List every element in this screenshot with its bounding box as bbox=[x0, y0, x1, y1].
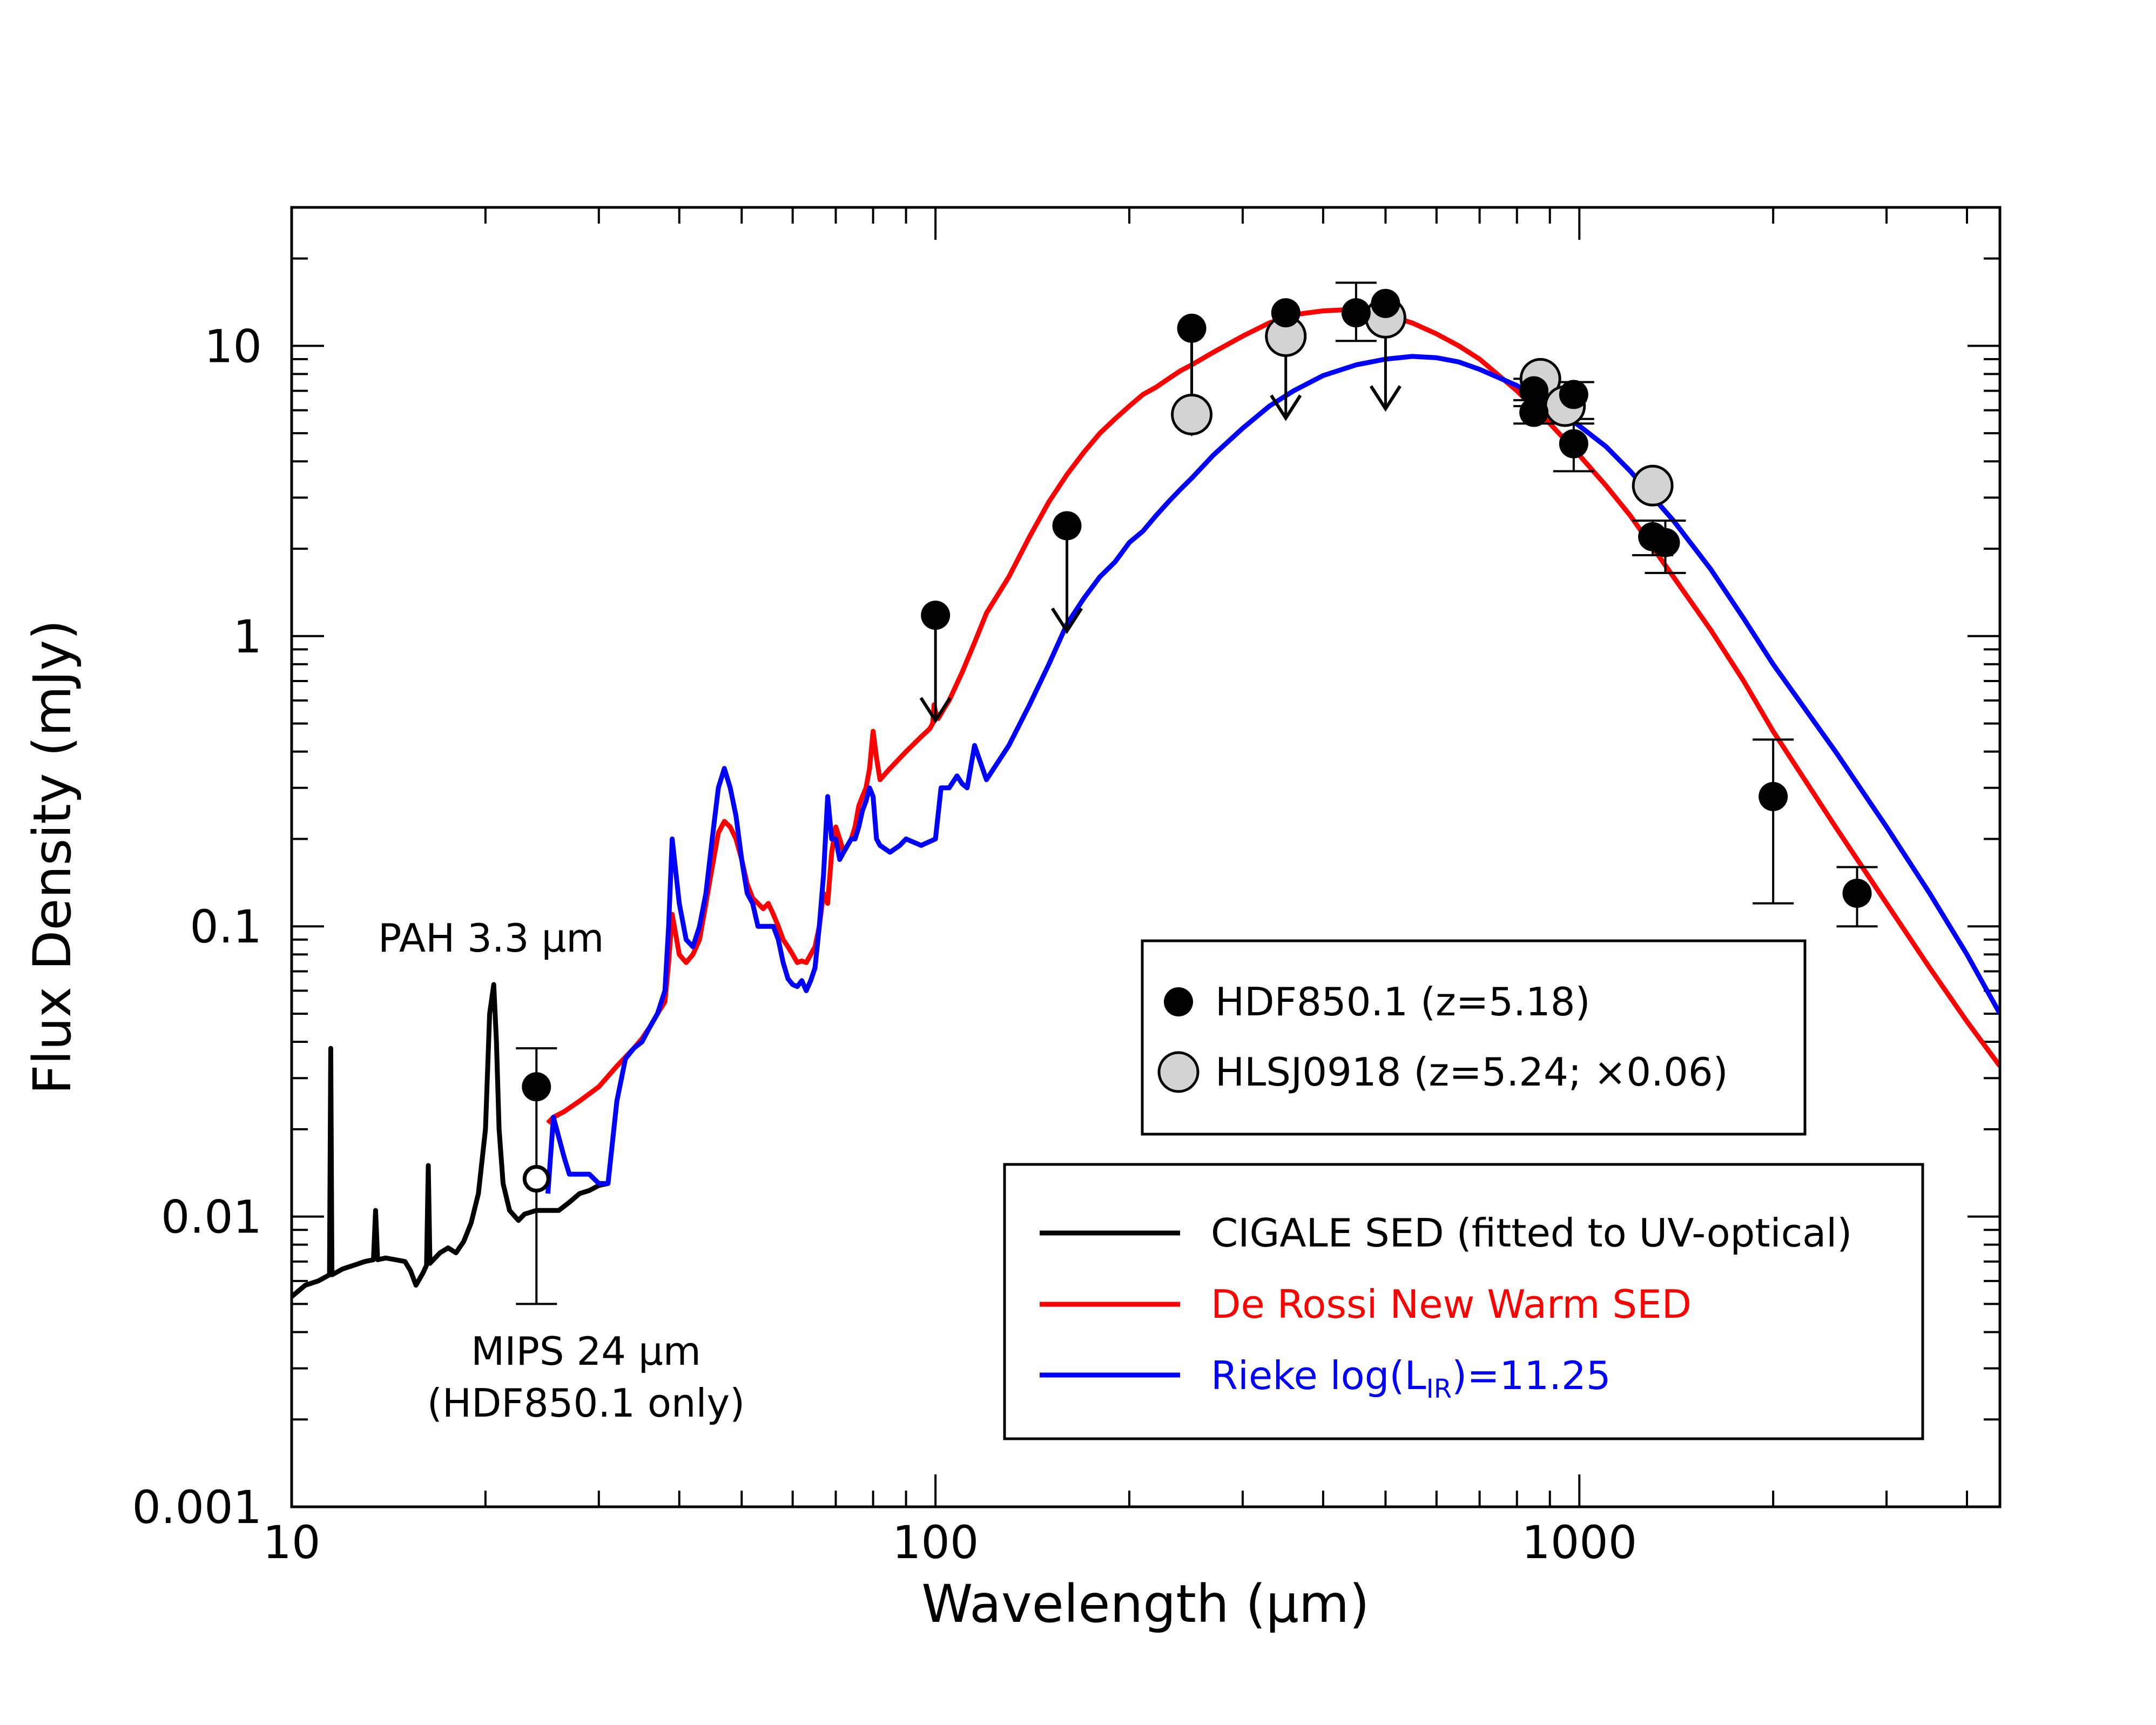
data-points bbox=[516, 281, 1878, 1305]
legend-label-hdf850: HDF850.1 (z=5.18) bbox=[1215, 979, 1591, 1025]
plot-frame bbox=[290, 206, 2002, 1508]
hdf850-point bbox=[1371, 288, 1400, 318]
x-tick-label: 100 bbox=[892, 1516, 979, 1569]
mips-annotation-line1: MIPS 24 μm bbox=[471, 1329, 701, 1374]
hdf850-point bbox=[1519, 397, 1549, 427]
series-line bbox=[292, 982, 609, 1299]
hdf850-point bbox=[1559, 429, 1588, 459]
hdf850-point bbox=[1271, 298, 1301, 328]
legend-label-cigale: CIGALE SED (fitted to UV-optical) bbox=[1211, 1210, 1852, 1256]
line-legend-box bbox=[1003, 1163, 1924, 1440]
tick-labels: 10 100 1000 0.001 0.01 0.1 1 10 bbox=[132, 320, 1638, 1569]
x-tick-label: 1000 bbox=[1521, 1516, 1637, 1569]
mips-annotation-line2: (HDF850.1 only) bbox=[427, 1380, 745, 1426]
axis-ticks bbox=[291, 206, 2000, 1508]
hdf850-point bbox=[1842, 878, 1872, 908]
line-legend: CIGALE SED (fitted to UV-optical) De Ros… bbox=[1003, 1163, 1924, 1440]
x-axis-title: Wavelength (μm) bbox=[921, 1574, 1370, 1634]
legend-label-derossi: De Rossi New Warm SED bbox=[1211, 1282, 1692, 1327]
y-tick-label: 1 bbox=[233, 610, 262, 663]
legend-label-rieke-sub: IR bbox=[1426, 1374, 1452, 1404]
marker-legend: HDF850.1 (z=5.18) HLSJ0918 (z=5.24; ×0.0… bbox=[1141, 939, 1807, 1136]
legend-label-rieke-main: Rieke log(L bbox=[1211, 1353, 1426, 1398]
hdf850-point bbox=[1052, 511, 1082, 541]
legend-marker-hlsj0918 bbox=[1157, 1051, 1200, 1093]
hdf850-mips-open-point bbox=[522, 1165, 550, 1193]
y-tick-label: 10 bbox=[204, 320, 262, 373]
series-line bbox=[545, 354, 2000, 1194]
hdf850-point bbox=[1341, 298, 1371, 328]
marker-legend-box bbox=[1141, 939, 1807, 1136]
x-tick-label: 10 bbox=[263, 1516, 321, 1569]
hdf850-point bbox=[921, 601, 951, 630]
hlsj0918-point bbox=[1171, 394, 1213, 436]
hdf850-point bbox=[1519, 376, 1549, 406]
hdf850-point bbox=[1177, 313, 1207, 343]
upper-limit-arrowhead bbox=[1050, 607, 1083, 635]
hdf850-point bbox=[1759, 781, 1788, 811]
y-tick-label: 0.001 bbox=[132, 1481, 262, 1534]
legend-label-hlsj0918: HLSJ0918 (z=5.24; ×0.06) bbox=[1215, 1049, 1728, 1095]
upper-limit-arrowhead bbox=[919, 697, 952, 724]
hdf850-point bbox=[522, 1072, 551, 1102]
upper-limit-arrowhead bbox=[1270, 394, 1302, 421]
hlsj0918-point bbox=[1632, 464, 1674, 507]
upper-limit-arrowhead bbox=[1369, 385, 1402, 412]
y-tick-label: 0.01 bbox=[161, 1191, 262, 1244]
legend-marker-hdf850 bbox=[1164, 987, 1193, 1016]
hdf850-point bbox=[1559, 380, 1588, 409]
y-tick-label: 0.1 bbox=[190, 900, 262, 953]
hdf850-point bbox=[1650, 528, 1680, 557]
pah-annotation: PAH 3.3 μm bbox=[378, 915, 604, 961]
legend-label-rieke: Rieke log(LIR)=11.25 bbox=[1211, 1353, 1611, 1404]
y-axis-title: Flux Density (mJy) bbox=[22, 619, 83, 1094]
legend-label-rieke-end: )=11.25 bbox=[1452, 1353, 1611, 1398]
